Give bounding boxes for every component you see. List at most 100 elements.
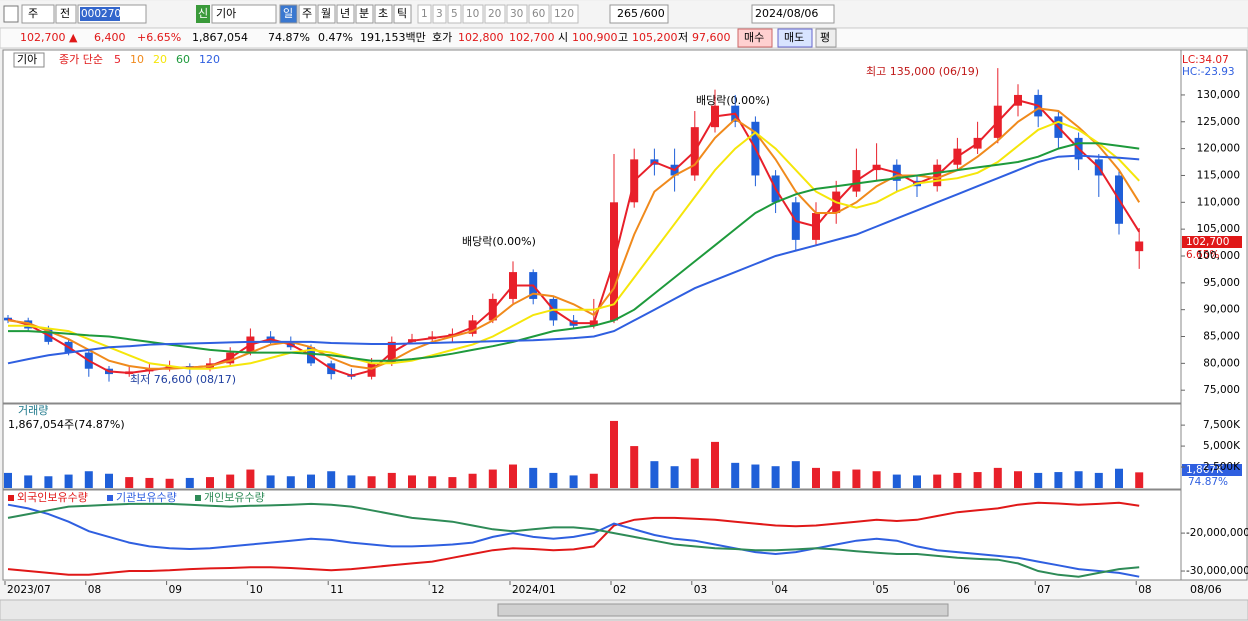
legend-swatch (8, 495, 14, 501)
x-tick-label: 06 (956, 584, 970, 596)
volume-bar (569, 475, 578, 488)
candle-body (1135, 241, 1144, 252)
y-tick-label: 5,000K (1203, 440, 1241, 452)
tab[interactable] (317, 4, 336, 24)
tab[interactable] (393, 4, 412, 24)
y-tick-label: 95,000 (1203, 277, 1240, 289)
count-box[interactable] (609, 4, 669, 24)
volume-bar (105, 473, 113, 488)
volume-bar (1074, 471, 1083, 488)
volume-bar (408, 475, 416, 488)
turnover: 0.47% (318, 31, 353, 44)
tab[interactable] (528, 4, 550, 24)
avg-button[interactable] (815, 28, 837, 48)
annotation: 배당락(0.00%) (462, 235, 536, 248)
label: 시 (558, 31, 568, 44)
last-price-box (1182, 236, 1242, 248)
last-price: 102,700 (1186, 236, 1229, 248)
sell-button[interactable] (777, 28, 813, 48)
tab[interactable] (336, 4, 355, 24)
last-change: 6.65% (1186, 249, 1219, 261)
volume-bar (1115, 468, 1123, 488)
low: 97,600 (692, 31, 731, 44)
x-tick-label: 2024/01 (512, 584, 556, 596)
tab[interactable] (374, 4, 393, 24)
tab[interactable] (506, 4, 528, 24)
volume-bar (488, 469, 497, 488)
button-label: 평 (820, 31, 830, 44)
scroll-thumb[interactable] (497, 603, 949, 617)
volume-bar (933, 474, 942, 488)
axis-panel (1180, 49, 1248, 581)
volume-bar (791, 461, 800, 488)
legend-swatch (107, 495, 113, 501)
tab[interactable] (484, 4, 506, 24)
volume-bar (44, 476, 53, 488)
volume: 1,867,054 (192, 31, 248, 44)
volume-bar (367, 476, 376, 488)
volume-bar (468, 473, 477, 488)
volume-bar (347, 475, 356, 488)
y-tick-label: 100,000 (1197, 250, 1240, 262)
tab-label: 틱 (397, 7, 407, 20)
x-tick-label: 07 (1037, 584, 1050, 596)
label: 호가 (432, 31, 452, 44)
line-series (8, 142, 1140, 362)
legend-name: 기아 (17, 53, 37, 66)
tab[interactable] (355, 4, 374, 24)
tab[interactable] (462, 4, 484, 24)
volume-bar (327, 471, 336, 488)
label: 저 (678, 31, 688, 44)
volume-bar (266, 475, 275, 488)
x-tick-label: 05 (876, 584, 889, 596)
y-tick-label: 90,000 (1203, 304, 1240, 316)
tab[interactable] (298, 4, 317, 24)
amount: 191,153백만 (360, 31, 426, 44)
tab[interactable] (447, 4, 462, 24)
change: 6,400 (94, 31, 126, 44)
volume-subtitle: 1,867,054주(74.87%) (8, 418, 125, 431)
volume-bar (1094, 472, 1103, 488)
x-tick-label: 03 (694, 584, 707, 596)
tab-label: 초 (378, 7, 388, 20)
stock-name: 기아 (216, 7, 236, 20)
prefix: 주 (28, 7, 38, 20)
volume-bar (165, 478, 174, 488)
prefix-box[interactable] (55, 4, 77, 24)
tab[interactable] (417, 4, 432, 24)
lc: LC:34.07 (1182, 54, 1229, 66)
y-tick-label: 110,000 (1197, 196, 1240, 208)
y-tick-label: 120,000 (1197, 143, 1240, 155)
volume-bar (145, 477, 154, 488)
volume-bar (872, 471, 881, 488)
name-box[interactable] (211, 4, 277, 24)
volume-bar (448, 477, 457, 488)
high: 105,200 (632, 31, 678, 44)
legend-item: 20 (153, 53, 167, 66)
tab[interactable] (279, 4, 298, 24)
prefix-box[interactable] (21, 4, 55, 24)
x-tick-label: 04 (775, 584, 789, 596)
y-tick-label: 75,000 (1203, 384, 1240, 396)
date-box[interactable] (751, 4, 835, 24)
volume-bar (690, 458, 699, 488)
volume-bar (589, 473, 598, 488)
volume-bar (731, 462, 740, 488)
line-series (7, 501, 1140, 576)
count: 265 (617, 7, 638, 20)
change-pct: +6.65% (137, 31, 181, 44)
volume-bar (1014, 471, 1022, 488)
menu-icon[interactable] (3, 5, 19, 23)
tab-label: 30 (510, 8, 523, 20)
volume-bar (387, 472, 396, 488)
tab-label: 20 (488, 8, 501, 20)
last-ratio: 74.87% (1188, 476, 1228, 488)
code-highlight (80, 7, 120, 21)
volume-bar (509, 464, 517, 488)
volume-bar (428, 476, 437, 488)
tab[interactable] (550, 4, 579, 24)
button-label: 매도 (784, 31, 804, 44)
buy-button[interactable] (737, 28, 773, 48)
tab[interactable] (432, 4, 447, 24)
